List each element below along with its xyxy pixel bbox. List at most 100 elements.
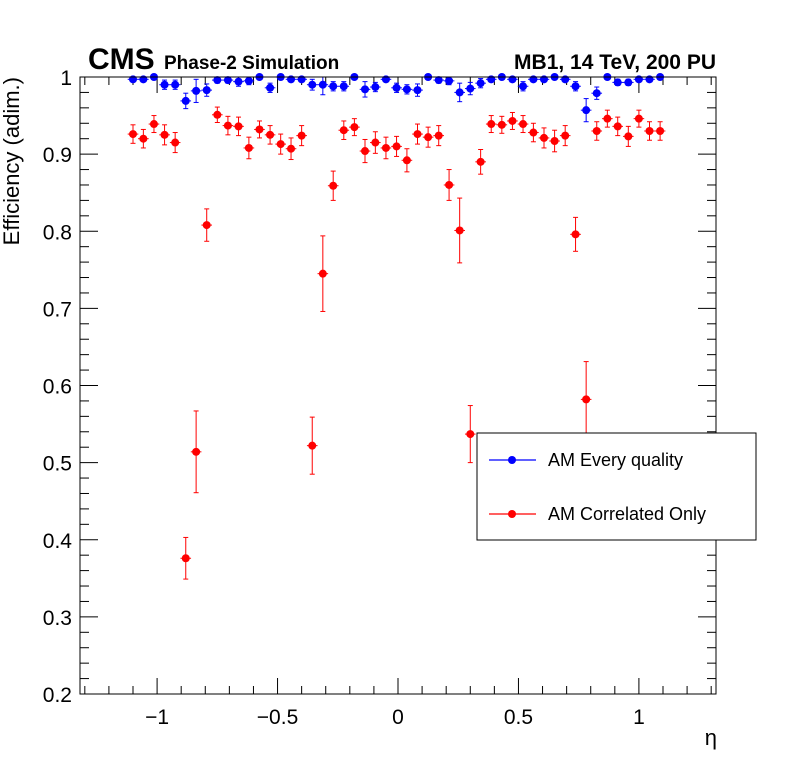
- data-point: [529, 128, 538, 137]
- data-point: [213, 110, 222, 119]
- legend-marker-correlated-only: [508, 510, 516, 518]
- data-point: [613, 78, 622, 87]
- data-point: [645, 126, 654, 135]
- data-point: [192, 86, 201, 95]
- data-point: [392, 83, 401, 92]
- data-point: [466, 430, 475, 439]
- data-point: [223, 76, 232, 85]
- legend-label-correlated-only: AM Correlated Only: [548, 504, 706, 524]
- data-point: [634, 114, 643, 123]
- data-point: [318, 80, 327, 89]
- data-point: [360, 147, 369, 156]
- data-point: [255, 125, 264, 134]
- x-tick-label: −1: [145, 706, 169, 729]
- data-point: [550, 137, 559, 146]
- data-point: [234, 77, 243, 86]
- data-point: [455, 226, 464, 235]
- plot-frame: [79, 76, 717, 695]
- data-point: [318, 269, 327, 278]
- data-point: [381, 143, 390, 152]
- legend-marker-every-quality: [508, 456, 516, 464]
- y-tick-label: 0.3: [43, 607, 72, 630]
- data-point: [455, 88, 464, 97]
- data-point: [592, 89, 601, 98]
- data-point: [360, 85, 369, 94]
- data-point: [181, 554, 190, 563]
- data-point: [160, 80, 169, 89]
- data-point: [508, 116, 517, 125]
- data-point: [445, 76, 454, 85]
- data-point: [519, 120, 528, 129]
- data-point: [202, 86, 211, 95]
- data-point: [266, 130, 275, 139]
- data-point: [487, 120, 496, 129]
- data-point: [561, 131, 570, 140]
- data-point: [329, 181, 338, 190]
- data-point: [402, 85, 411, 94]
- data-point: [287, 144, 296, 153]
- data-point: [371, 138, 380, 147]
- x-axis-title: η: [705, 725, 717, 750]
- data-point: [613, 122, 622, 131]
- data-point: [192, 447, 201, 456]
- series-correlated-only: [127, 106, 666, 580]
- data-point: [413, 130, 422, 139]
- data-point: [424, 133, 433, 142]
- x-tick-label: 0: [392, 706, 404, 729]
- data-point: [466, 84, 475, 93]
- data-point: [392, 142, 401, 151]
- data-point: [223, 121, 232, 130]
- data-point: [571, 82, 580, 91]
- data-point: [213, 76, 222, 85]
- data-point: [339, 82, 348, 91]
- data-point: [434, 76, 443, 85]
- data-point: [297, 131, 306, 140]
- axis-ticks: −1 −0.5 0 0.5 1 0.2 0.3 0.4 0.5 0.6 0.7 0.8 0.9 1: [43, 67, 716, 729]
- data-point: [434, 131, 443, 140]
- data-point: [413, 86, 422, 95]
- data-point: [371, 83, 380, 92]
- data-point: [624, 78, 633, 87]
- cms-label: CMS: [88, 43, 155, 76]
- data-point: [519, 82, 528, 91]
- y-tick-label: 0.9: [43, 144, 72, 167]
- data-point: [571, 230, 580, 239]
- data-point: [308, 80, 317, 89]
- data-point: [329, 82, 338, 91]
- data-point: [339, 126, 348, 135]
- phase2-label: Phase-2 Simulation: [164, 53, 339, 74]
- data-point: [202, 221, 211, 230]
- data-point: [603, 114, 612, 123]
- data-point: [171, 80, 180, 89]
- data-point: [276, 140, 285, 149]
- data-point: [476, 157, 485, 166]
- legend-box: [476, 432, 757, 541]
- data-point: [476, 79, 485, 88]
- x-tick-label: 1: [633, 706, 645, 729]
- data-point: [171, 138, 180, 147]
- data-point: [149, 120, 158, 129]
- data-point: [624, 132, 633, 141]
- legend: AM Every quality AM Correlated Only: [476, 432, 757, 541]
- data-point: [181, 96, 190, 105]
- data-point: [539, 133, 548, 142]
- y-tick-label: 0.5: [43, 453, 72, 476]
- data-point: [582, 395, 591, 404]
- y-tick-label: 0.4: [43, 530, 73, 553]
- data-point: [592, 126, 601, 135]
- data-point: [129, 130, 137, 139]
- y-tick-label: 0.8: [43, 221, 72, 244]
- y-tick-label: 0.7: [43, 298, 72, 321]
- data-point: [160, 130, 169, 139]
- y-tick-label: 0.2: [43, 684, 72, 707]
- data-point: [402, 156, 411, 165]
- data-point: [350, 123, 359, 132]
- run-conditions-label: MB1, 14 TeV, 200 PU: [514, 51, 716, 74]
- data-point: [497, 120, 506, 129]
- data-point: [308, 441, 317, 450]
- x-tick-label: −0.5: [257, 706, 298, 729]
- data-point: [234, 122, 243, 131]
- data-point: [582, 106, 591, 115]
